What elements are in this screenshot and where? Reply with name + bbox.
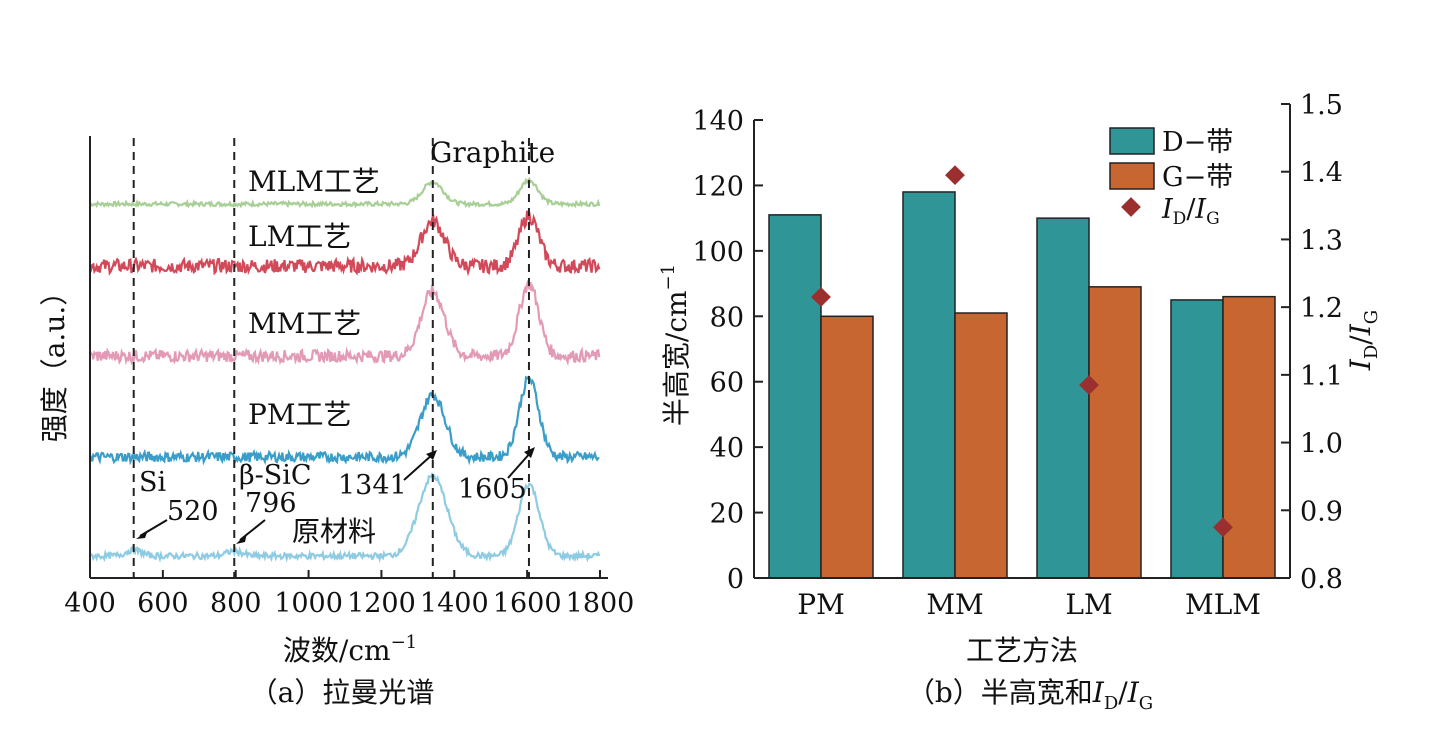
ratio-marker bbox=[1213, 517, 1233, 538]
legend-d-label: D−带 bbox=[1162, 127, 1233, 158]
fwhm-category-labels: PM MM LM MLM bbox=[797, 588, 1261, 621]
graphite-label: Graphite bbox=[430, 136, 555, 169]
fwhm-left-tick-label: 80 bbox=[710, 302, 744, 333]
label-pm: PM工艺 bbox=[248, 398, 352, 431]
fwhm-right-ticks: 0.8 0.9 1.0 1.1 1.2 1.3 1.4 1.5 bbox=[1281, 90, 1343, 595]
fwhm-right-tick-label: 1.4 bbox=[1300, 158, 1343, 189]
raman-x-tick-label: 1600 bbox=[493, 588, 562, 619]
raman-x-label: 波数/cm−1 bbox=[283, 632, 417, 667]
d-band-bar bbox=[1036, 217, 1090, 579]
fwhm-right-tick-label: 1.2 bbox=[1300, 293, 1343, 324]
fwhm-category-label: MLM bbox=[1185, 588, 1261, 621]
fwhm-bars bbox=[768, 191, 1276, 579]
si-label: Si bbox=[139, 467, 166, 498]
fwhm-legend: D−带 G−带 ID/IG bbox=[1109, 127, 1233, 229]
label-raw: 原材料 bbox=[292, 515, 376, 548]
g-band-bar bbox=[820, 315, 874, 579]
raman-series-group bbox=[88, 176, 601, 564]
fwhm-left-tick-label: 120 bbox=[692, 171, 744, 202]
fwhm-right-tick-label: 0.8 bbox=[1300, 564, 1343, 595]
raman-series-line bbox=[89, 176, 601, 209]
raman-caption: （a）拉曼光谱 bbox=[250, 676, 435, 709]
raman-series-line bbox=[89, 280, 601, 367]
raman-x-tick-label: 800 bbox=[210, 588, 262, 619]
legend-g-label: G−带 bbox=[1162, 162, 1233, 193]
legend-g-swatch bbox=[1109, 162, 1155, 190]
sic-value: 796 bbox=[245, 488, 297, 519]
raman-x-tick-label: 1000 bbox=[274, 588, 343, 619]
raman-x-tick-label: 1800 bbox=[566, 588, 635, 619]
d-band-bar bbox=[768, 214, 822, 579]
fwhm-left-ticks: 0 20 40 60 80 100 120 140 bbox=[692, 106, 763, 595]
sic-label: β-SiC bbox=[239, 460, 312, 491]
raman-x-tick-label: 1200 bbox=[347, 588, 416, 619]
reference-lines bbox=[132, 138, 530, 578]
annotation-arrows bbox=[136, 447, 535, 544]
fwhm-right-tick-label: 1.3 bbox=[1300, 225, 1343, 256]
label-lm: LM工艺 bbox=[248, 220, 351, 253]
ratio-marker bbox=[1079, 375, 1099, 395]
si-value: 520 bbox=[167, 496, 219, 527]
legend-ratio-marker bbox=[1121, 197, 1141, 217]
fwhm-left-tick-label: 40 bbox=[710, 433, 744, 464]
fwhm-left-tick-label: 100 bbox=[692, 237, 744, 268]
d-peak-label: 1341 bbox=[338, 470, 407, 501]
ratio-marker bbox=[945, 165, 965, 185]
label-mm: MM工艺 bbox=[248, 307, 361, 340]
fwhm-left-tick-label: 60 bbox=[710, 368, 744, 399]
fwhm-category-label: MM bbox=[926, 588, 983, 621]
g-band-bar bbox=[1222, 295, 1276, 579]
fwhm-category-label: LM bbox=[1065, 588, 1112, 621]
g-peak-arrowhead bbox=[524, 447, 535, 458]
raman-x-tick-label: 400 bbox=[64, 588, 116, 619]
fwhm-left-tick-label: 0 bbox=[727, 564, 744, 595]
raman-series-line bbox=[88, 210, 601, 277]
fwhm-y-label: 半高宽/cm−1 bbox=[658, 264, 693, 426]
sic-arrowhead bbox=[236, 533, 247, 544]
fwhm-category-label: PM bbox=[797, 588, 845, 621]
raman-y-label: 强度（a.u.） bbox=[38, 278, 71, 443]
fwhm-right-tick-label: 1.1 bbox=[1300, 361, 1343, 392]
label-mlm: MLM工艺 bbox=[248, 165, 380, 198]
raman-x-tick-label: 1400 bbox=[420, 588, 489, 619]
fwhm-left-tick-label: 140 bbox=[692, 106, 744, 137]
fwhm-panel: 0 20 40 60 80 100 120 140 0.8 0.9 1.0 1.1 1.2 1.3 1.4… bbox=[658, 90, 1382, 714]
d-band-bar bbox=[902, 191, 956, 579]
g-peak-label: 1605 bbox=[458, 474, 527, 505]
si-arrowhead bbox=[136, 530, 148, 539]
g-band-bar bbox=[1088, 286, 1142, 579]
legend-ratio-label: ID/IG bbox=[1161, 194, 1220, 229]
raman-panel: 400 600 800 1000 1200 1400 1600 1800 MLM工艺 LM工艺… bbox=[38, 136, 634, 709]
g-peak-arrow bbox=[507, 451, 532, 479]
d-band-bar bbox=[1170, 299, 1224, 579]
d-peak-arrow bbox=[403, 453, 434, 481]
fwhm-right-tick-label: 1.5 bbox=[1300, 90, 1343, 121]
raman-x-tick-label: 600 bbox=[137, 588, 189, 619]
fwhm-right-tick-label: 0.9 bbox=[1300, 496, 1343, 527]
fwhm-y2-label: ID/IG bbox=[1344, 310, 1382, 371]
fwhm-x-label: 工艺方法 bbox=[966, 634, 1078, 667]
raman-series-line bbox=[89, 471, 601, 564]
ratio-marker bbox=[811, 287, 831, 307]
fwhm-caption: （b）半高宽和ID/IG bbox=[907, 676, 1153, 714]
legend-d-swatch bbox=[1109, 127, 1155, 155]
raman-x-ticks: 400 600 800 1000 1200 1400 1600 1800 bbox=[64, 570, 634, 619]
raman-series-line bbox=[89, 375, 600, 466]
g-band-bar bbox=[954, 312, 1008, 579]
fwhm-right-tick-label: 1.0 bbox=[1300, 429, 1343, 460]
d-peak-arrowhead bbox=[426, 450, 437, 460]
fwhm-left-tick-label: 20 bbox=[710, 499, 744, 530]
